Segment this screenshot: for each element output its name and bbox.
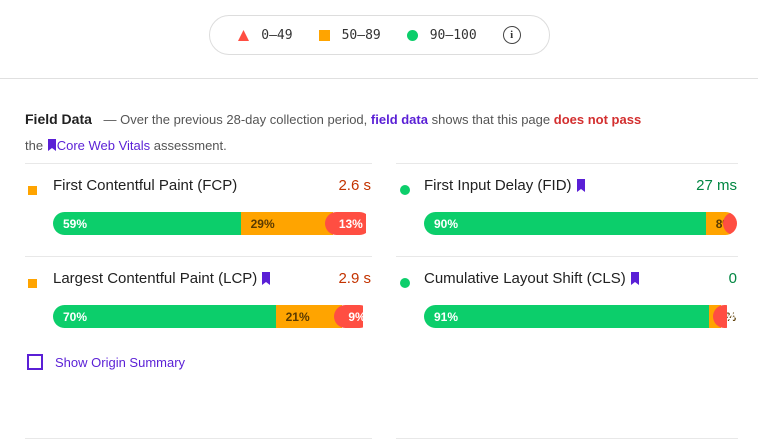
square-icon (319, 30, 330, 41)
metric-value: 0 (729, 270, 737, 287)
page: 0–49 50–89 90–100 i Field Data — Over the p… (0, 0, 758, 420)
text: assessment. (154, 138, 227, 153)
link[interactable]: field data (371, 112, 428, 127)
separator (25, 256, 372, 257)
distribution-bar: 59% 29% 13% (53, 212, 371, 235)
separator (396, 163, 738, 164)
fail-text: does not pass (554, 112, 641, 127)
segment-label: 59% (63, 217, 87, 231)
square-icon (28, 186, 37, 195)
metric-name: First Input Delay (FID) (424, 177, 572, 194)
legend-label: 50–89 (342, 28, 381, 43)
separator (396, 256, 738, 257)
distribution-bar: 90%8%2% (424, 212, 737, 235)
metric-title: Cumulative Layout Shift (CLS) (424, 270, 640, 287)
circle-icon (407, 30, 418, 41)
distribution-bar: 91% 4%4% (424, 305, 737, 328)
checkbox[interactable] (27, 354, 43, 370)
bar-segment: 90% (424, 212, 706, 235)
bar-segment: 70% (53, 305, 276, 328)
score-legend: 0–49 50–89 90–100 i (209, 15, 550, 55)
segment-label: 91% (434, 310, 458, 324)
text: shows that this page (432, 112, 551, 127)
circle-icon (400, 278, 410, 288)
bar-segment: 9% (334, 305, 363, 328)
separator (25, 163, 372, 164)
text: the (25, 138, 43, 153)
link[interactable]: Core Web Vitals (57, 138, 150, 153)
cwv-icon (261, 272, 271, 285)
square-icon (28, 279, 37, 288)
segment-label: 90% (434, 217, 458, 231)
legend-item: 50–89 (319, 28, 381, 43)
metric-value: 2.9 s (338, 270, 371, 287)
bar-segment: 21% (276, 305, 343, 328)
legend-item: 90–100 (407, 28, 477, 43)
cwv-icon (576, 179, 586, 192)
metric: Cumulative Layout Shift (CLS) 0 91% 4%4% (396, 256, 738, 349)
metric-marker (28, 275, 37, 293)
metric-marker (400, 275, 410, 293)
bookmark-icon (47, 139, 57, 151)
distribution-bar: 70% 21% 9% (53, 305, 371, 328)
bar-segment: 59% (53, 212, 241, 235)
divider (0, 78, 758, 79)
section-title: Field Data (25, 111, 92, 127)
segment-label: 29% (251, 217, 275, 231)
bar-segment: 13% (325, 212, 366, 235)
segment-label: 4% (727, 310, 737, 324)
cwv-icon (630, 272, 640, 285)
legend-label: 90–100 (430, 28, 477, 43)
metric-name: First Contentful Paint (FCP) (53, 177, 237, 194)
segment-label: 9% (348, 310, 365, 324)
metric: First Contentful Paint (FCP) 2.6 s 59% 29% 1… (25, 163, 372, 256)
circle-icon (400, 185, 410, 195)
bar-segment: 29% (241, 212, 333, 235)
field-data-description: Field Data — Over the previous 28-day co… (25, 106, 725, 159)
segment-label: 70% (63, 310, 87, 324)
metric-value: 2.6 s (338, 177, 371, 194)
metric-marker (28, 182, 37, 200)
text: — Over the previous 28-day collection pe… (104, 112, 368, 127)
metric-name: Cumulative Layout Shift (CLS) (424, 270, 626, 287)
segment-label: 13% (339, 217, 363, 231)
info-icon[interactable]: i (503, 26, 521, 44)
metric: Largest Contentful Paint (LCP) 2.9 s 70% 21… (25, 256, 372, 349)
metric-title: First Contentful Paint (FCP) (53, 177, 237, 194)
metric-name: Largest Contentful Paint (LCP) (53, 270, 257, 287)
label[interactable]: Show Origin Summary (55, 355, 185, 370)
origin-summary-toggle[interactable]: Show Origin Summary (27, 354, 185, 370)
legend-label: 0–49 (261, 28, 292, 43)
metric-marker (400, 182, 410, 200)
segment-label: 21% (286, 310, 310, 324)
metric-title: First Input Delay (FID) (424, 177, 586, 194)
metric-title: Largest Contentful Paint (LCP) (53, 270, 271, 287)
metric-value: 27 ms (696, 177, 737, 194)
info-glyph: i (510, 29, 513, 41)
legend-item: 0–49 (238, 28, 292, 43)
bar-segment: 4% (713, 305, 727, 328)
metric: First Input Delay (FID) 27 ms 90%8%2% (396, 163, 738, 256)
triangle-icon (238, 30, 249, 41)
bar-segment: 91% (424, 305, 709, 328)
